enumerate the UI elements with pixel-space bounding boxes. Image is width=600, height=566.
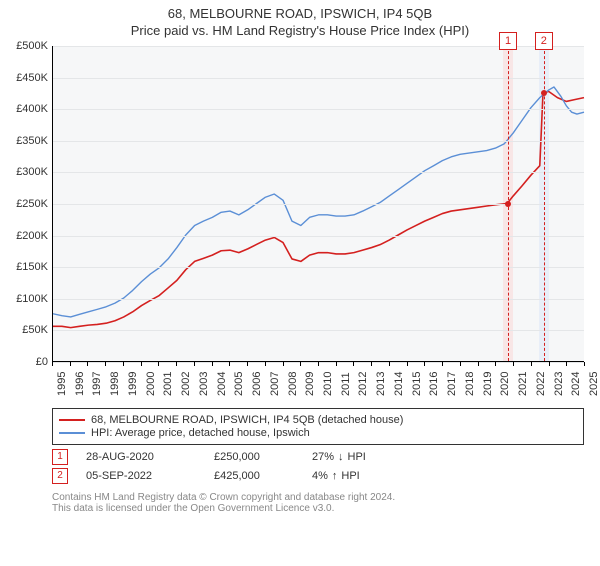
gridline xyxy=(53,78,584,79)
y-tick-label: £150K xyxy=(0,261,48,273)
x-tick-mark xyxy=(478,362,479,366)
x-tick-mark xyxy=(389,362,390,366)
x-tick-mark xyxy=(318,362,319,366)
sales-date: 05-SEP-2022 xyxy=(86,470,196,482)
x-tick-mark xyxy=(123,362,124,366)
x-tick-mark xyxy=(212,362,213,366)
sale-marker-label: 1 xyxy=(499,32,517,50)
arrow-up-icon: ↑ xyxy=(332,470,338,482)
sales-date: 28-AUG-2020 xyxy=(86,451,196,463)
footer-line2: This data is licensed under the Open Gov… xyxy=(52,503,584,514)
x-tick-mark xyxy=(371,362,372,366)
x-tick-mark xyxy=(194,362,195,366)
x-tick-mark xyxy=(300,362,301,366)
sales-hpi-label: HPI xyxy=(341,470,359,482)
y-tick-label: £100K xyxy=(0,293,48,305)
x-tick-mark xyxy=(87,362,88,366)
sales-row: 1 28-AUG-2020 £250,000 27% ↓ HPI xyxy=(52,449,584,465)
x-tick-mark xyxy=(265,362,266,366)
y-tick-label: £300K xyxy=(0,166,48,178)
sales-hpi: 27% ↓ HPI xyxy=(312,451,366,463)
x-tick-mark xyxy=(141,362,142,366)
sales-price: £250,000 xyxy=(214,451,294,463)
sale-point xyxy=(505,201,511,207)
x-tick-mark xyxy=(566,362,567,366)
legend-label-property: 68, MELBOURNE ROAD, IPSWICH, IP4 5QB (de… xyxy=(91,414,403,426)
chart-title-address: 68, MELBOURNE ROAD, IPSWICH, IP4 5QB xyxy=(0,6,600,21)
y-tick-label: £450K xyxy=(0,72,48,84)
x-tick-mark xyxy=(424,362,425,366)
sale-point xyxy=(541,90,547,96)
sales-hpi-pct: 27% xyxy=(312,451,334,463)
y-tick-label: £400K xyxy=(0,103,48,115)
sales-hpi-label: HPI xyxy=(348,451,366,463)
footer-line1: Contains HM Land Registry data © Crown c… xyxy=(52,492,584,503)
sales-hpi: 4% ↑HPI xyxy=(312,470,360,482)
x-tick-mark xyxy=(353,362,354,366)
sales-index-box: 1 xyxy=(52,449,68,465)
gridline xyxy=(53,172,584,173)
y-tick-label: £0 xyxy=(0,356,48,368)
legend-label-hpi: HPI: Average price, detached house, Ipsw… xyxy=(91,427,310,439)
gridline xyxy=(53,141,584,142)
sales-table: 1 28-AUG-2020 £250,000 27% ↓ HPI 2 05-SEP-2022 £… xyxy=(52,449,584,484)
gridline xyxy=(53,109,584,110)
sales-price: £425,000 xyxy=(214,470,294,482)
x-tick-mark xyxy=(105,362,106,366)
y-tick-label: £350K xyxy=(0,135,48,147)
legend-swatch-property xyxy=(59,419,85,421)
gridline xyxy=(53,236,584,237)
gridline xyxy=(53,267,584,268)
sales-index-box: 2 xyxy=(52,468,68,484)
sale-marker-label: 2 xyxy=(535,32,553,50)
footer-attribution: Contains HM Land Registry data © Crown c… xyxy=(52,492,584,514)
x-tick-mark xyxy=(176,362,177,366)
x-tick-mark xyxy=(495,362,496,366)
sales-hpi-pct: 4% xyxy=(312,470,328,482)
legend-swatch-hpi xyxy=(59,432,85,434)
y-tick-label: £500K xyxy=(0,40,48,52)
x-tick-mark xyxy=(158,362,159,366)
x-tick-mark xyxy=(247,362,248,366)
gridline xyxy=(53,299,584,300)
legend-row-property: 68, MELBOURNE ROAD, IPSWICH, IP4 5QB (de… xyxy=(59,414,577,426)
x-tick-mark xyxy=(52,362,53,366)
x-tick-mark xyxy=(549,362,550,366)
legend-row-hpi: HPI: Average price, detached house, Ipsw… xyxy=(59,427,577,439)
x-tick-mark xyxy=(229,362,230,366)
x-tick-mark xyxy=(584,362,585,366)
plot-area: 12 xyxy=(52,46,584,362)
x-tick-label: 2025 xyxy=(588,372,600,396)
x-tick-mark xyxy=(531,362,532,366)
x-tick-mark xyxy=(460,362,461,366)
sales-row: 2 05-SEP-2022 £425,000 4% ↑HPI xyxy=(52,468,584,484)
y-tick-label: £50K xyxy=(0,324,48,336)
y-tick-label: £250K xyxy=(0,198,48,210)
x-tick-mark xyxy=(442,362,443,366)
x-tick-mark xyxy=(513,362,514,366)
x-tick-mark xyxy=(283,362,284,366)
x-tick-mark xyxy=(407,362,408,366)
series-line-property xyxy=(53,91,584,327)
legend: 68, MELBOURNE ROAD, IPSWICH, IP4 5QB (de… xyxy=(52,408,584,445)
y-tick-label: £200K xyxy=(0,230,48,242)
chart-area: 12 £0 £50K £100K £150K £200K £250K £300K £350K £… xyxy=(0,42,600,402)
x-tick-mark xyxy=(336,362,337,366)
x-tick-mark xyxy=(70,362,71,366)
gridline xyxy=(53,330,584,331)
arrow-down-icon: ↓ xyxy=(338,451,344,463)
